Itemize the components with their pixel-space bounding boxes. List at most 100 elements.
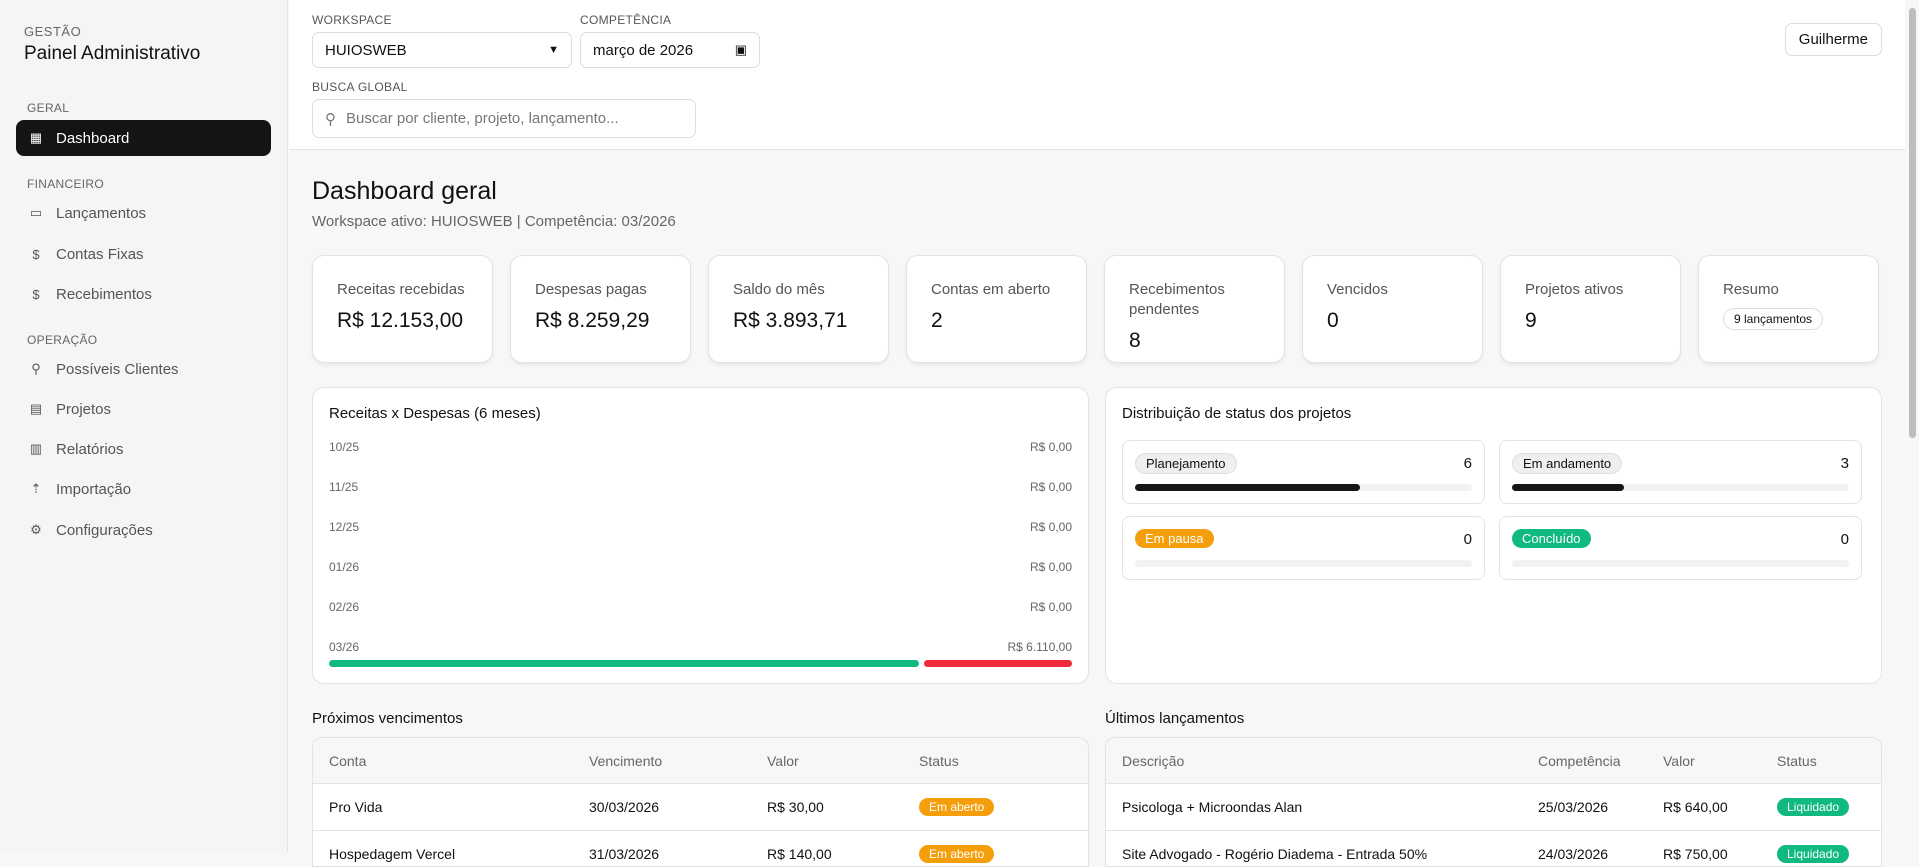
status-box: Planejamento 6 (1122, 440, 1485, 504)
chevron-down-icon: ▼ (548, 44, 559, 56)
sidebar-item-label: Projetos (56, 400, 112, 418)
status-progress (1135, 484, 1472, 491)
sidebar-item-label: Recebimentos (56, 285, 152, 303)
search-icon: ⚲ (325, 110, 336, 128)
competencia-value: março de 2026 (593, 41, 694, 59)
sidebar-item-importacao[interactable]: ⇡ Importação (16, 471, 271, 507)
chart-month-label: 02/26 (329, 600, 360, 614)
top-header: WORKSPACE HUIOSWEB ▼ COMPETÊNCIA março de… (289, 0, 1919, 150)
stat-card: Vencidos 0 (1302, 255, 1483, 363)
column-header[interactable]: Valor (767, 752, 799, 769)
table-cell: R$ 750,00 (1663, 846, 1728, 862)
section-financeiro: FINANCEIRO (27, 177, 105, 191)
stat-label: Projetos ativos (1525, 281, 1624, 298)
scrollbar[interactable] (1905, 0, 1919, 852)
sidebar-item-projetos[interactable]: ▤ Projetos (16, 391, 271, 427)
sidebar-item-label: Importação (56, 480, 132, 498)
chart-month-label: 03/26 (329, 640, 360, 654)
proximos-title: Próximos vencimentos (312, 710, 463, 727)
stat-value: 2 (931, 309, 943, 332)
despesa-bar (924, 660, 1072, 667)
calendar-icon[interactable]: ▣ (734, 42, 747, 57)
stat-value: 9 (1525, 309, 1537, 332)
sidebar-item-configuracoes[interactable]: ⚙ Configurações (16, 512, 271, 548)
stat-value: R$ 8.259,29 (535, 309, 650, 332)
table-cell: 30/03/2026 (589, 799, 660, 815)
sidebar-item-recebimentos[interactable]: $ Recebimentos (16, 276, 271, 312)
gear-icon: ⚙ (30, 522, 42, 537)
dollar-doc-icon: $ (32, 286, 40, 302)
column-header[interactable]: Status (919, 752, 959, 769)
status-count: 6 (1463, 455, 1472, 472)
column-header[interactable]: Descrição (1122, 752, 1185, 769)
column-header[interactable]: Conta (329, 752, 367, 769)
status-progress-fill (1135, 484, 1360, 491)
chart-value-label: R$ 0,00 (1029, 600, 1072, 614)
workspace-select[interactable]: HUIOSWEB ▼ (312, 32, 572, 68)
status-tag: Em andamento (1512, 453, 1623, 474)
stat-label: Vencidos (1327, 281, 1388, 298)
stat-label: Resumo (1723, 281, 1779, 298)
search-input[interactable]: ⚲ Buscar por cliente, projeto, lançamento… (312, 99, 696, 138)
status-count: 3 (1840, 455, 1849, 472)
workspace-label: WORKSPACE (312, 13, 392, 27)
grid-icon: ▦ (29, 130, 43, 145)
column-header[interactable]: Competência (1538, 752, 1621, 769)
status-progress (1135, 560, 1472, 567)
competencia-label: COMPETÊNCIA (580, 13, 672, 27)
chart-value-label: R$ 6.110,00 (1007, 640, 1073, 654)
column-header[interactable]: Status (1777, 752, 1817, 769)
stat-value: 8 (1129, 329, 1141, 352)
chart-title: Receitas x Despesas (6 meses) (329, 405, 541, 422)
column-header[interactable]: Valor (1663, 752, 1695, 769)
chart-row: 03/26 R$ 6.110,00 (329, 640, 1073, 667)
main-content: Dashboard geral Workspace ativo: HUIOSWE… (289, 151, 1905, 867)
chart-value-label: R$ 0,00 (1029, 520, 1072, 534)
upload-file-icon: ⇡ (30, 481, 42, 496)
page-subtitle: Workspace ativo: HUIOSWEB | Competência:… (312, 213, 676, 230)
table-cell: 24/03/2026 (1538, 846, 1609, 862)
receita-bar (329, 660, 920, 667)
column-header[interactable]: Vencimento (589, 752, 663, 769)
search-placeholder: Buscar por cliente, projeto, lançamento.… (346, 110, 619, 127)
stat-value: R$ 3.893,71 (733, 309, 848, 332)
user-menu-button[interactable]: Guilherme (1784, 23, 1882, 56)
table-cell: 31/03/2026 (589, 846, 660, 862)
sidebar-item-lancamentos[interactable]: ▭ Lançamentos (16, 195, 271, 231)
ultimos-lancamentos-table: Descrição Competência Valor Status Psicologa… (1105, 737, 1882, 867)
summary-pill: 9 lançamentos (1723, 308, 1824, 330)
stat-card: Recebimentos pendentes 8 (1104, 255, 1285, 363)
chart-row: 02/26 R$ 0,00 (329, 600, 1072, 614)
page-title: Dashboard geral (312, 177, 497, 205)
sidebar-item-dashboard[interactable]: ▦ Dashboard (16, 120, 271, 156)
table-cell: Site Advogado - Rogério Diadema - Entrad… (1122, 846, 1428, 862)
status-badge: Liquidado (1777, 845, 1850, 863)
status-box: Em andamento 3 (1499, 440, 1862, 504)
status-progress-fill (1512, 484, 1625, 491)
sidebar-item-relatorios[interactable]: ▥ Relatórios (16, 431, 271, 467)
sidebar-item-label: Lançamentos (56, 204, 147, 222)
stat-label: Receitas recebidas (337, 281, 465, 298)
stat-label: Saldo do mês (733, 281, 825, 298)
stat-label: Despesas pagas (535, 281, 647, 298)
table-row[interactable]: Psicologa + Microondas Alan 25/03/2026 R$ … (1106, 784, 1881, 831)
status-box: Concluído 0 (1499, 516, 1862, 580)
table-row[interactable]: Pro Vida 30/03/2026 R$ 30,00 Em aberto (313, 784, 1088, 831)
competencia-month-input[interactable]: março de 2026 ▣ (580, 32, 760, 68)
sidebar-item-possiveis-clientes[interactable]: ⚲ Possíveis Clientes (16, 351, 271, 387)
scrollbar-thumb[interactable] (1909, 8, 1916, 438)
table-row[interactable]: Site Advogado - Rogério Diadema - Entrad… (1106, 831, 1881, 866)
table-cell: Hospedagem Vercel (329, 846, 456, 862)
user-search-icon: ⚲ (31, 361, 41, 376)
table-row[interactable]: Hospedagem Vercel 31/03/2026 R$ 140,00 Em a… (313, 831, 1088, 866)
chart-value-label: R$ 0,00 (1029, 560, 1072, 574)
sidebar-item-contas-fixas[interactable]: $ Contas Fixas (16, 236, 271, 272)
chart-month-label: 12/25 (329, 520, 360, 534)
table-header: Conta Vencimento Valor Status (313, 738, 1088, 784)
table-cell: R$ 140,00 (767, 846, 832, 862)
status-tag: Concluído (1512, 529, 1591, 548)
status-badge: Em aberto (919, 845, 995, 863)
chart-value-label: R$ 0,00 (1029, 440, 1072, 454)
revenue-expense-chart: Receitas x Despesas (6 meses) 10/25 R$ 0,… (312, 387, 1089, 684)
stat-value: R$ 12.153,00 (337, 309, 464, 332)
